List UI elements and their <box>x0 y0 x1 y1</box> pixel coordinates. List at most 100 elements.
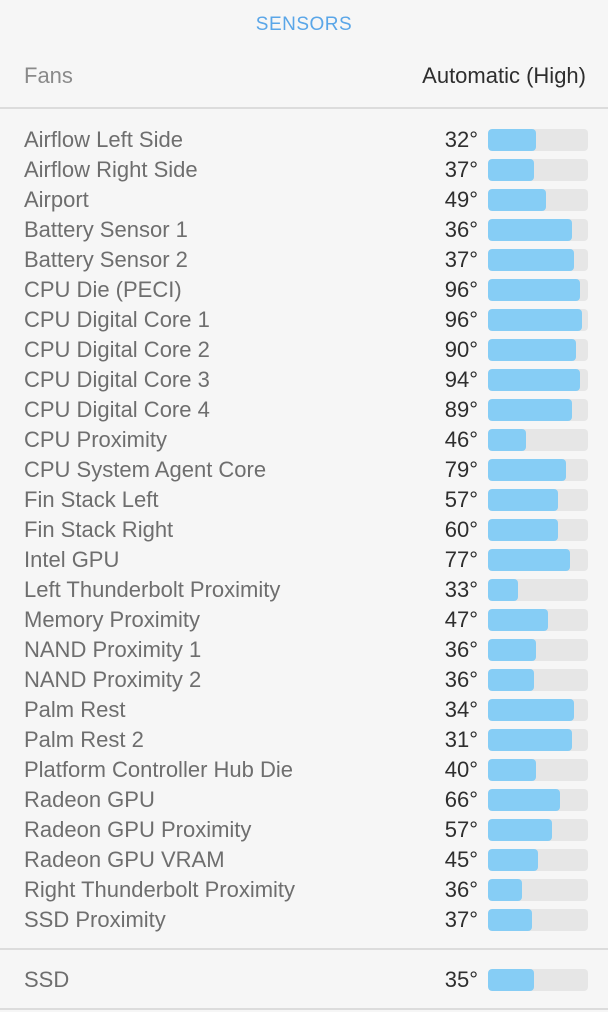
temperature-bar <box>488 369 588 391</box>
sensor-name: Radeon GPU VRAM <box>24 847 225 872</box>
temperature-bar <box>488 879 588 901</box>
temperature-bar-fill <box>488 279 580 301</box>
temperature-bar-fill <box>488 549 570 571</box>
temperature-bar <box>488 429 588 451</box>
temperature-bar <box>488 819 588 841</box>
sensor-temperature: 47° <box>444 607 478 632</box>
sensor-row: Intel GPU 77° <box>0 545 608 575</box>
temperature-bar <box>488 519 588 541</box>
temperature-bar-fill <box>488 519 558 541</box>
temperature-bar-fill <box>488 459 566 481</box>
sensor-name: Platform Controller Hub Die <box>24 757 293 782</box>
sensor-name: Palm Rest <box>24 697 126 722</box>
sensor-temperature: 96° <box>444 277 478 302</box>
sensor-row: Battery Sensor 2 37° <box>0 245 608 275</box>
temperature-bar-fill <box>488 729 572 751</box>
sensor-row: Palm Rest 34° <box>0 695 608 725</box>
sensor-name: Battery Sensor 2 <box>24 247 188 272</box>
sensor-name: CPU Die (PECI) <box>24 277 182 302</box>
divider <box>0 948 608 950</box>
temperature-bar-fill <box>488 249 574 271</box>
temperature-bar-fill <box>488 129 536 151</box>
sensor-name: Battery Sensor 1 <box>24 217 188 242</box>
sensor-name: Radeon GPU Proximity <box>24 817 252 842</box>
sensor-temperature: 35° <box>444 967 478 992</box>
temperature-bar-fill <box>488 759 536 781</box>
sensor-temperature: 90° <box>444 337 478 362</box>
temperature-bar <box>488 909 588 931</box>
temperature-bar <box>488 159 588 181</box>
sensor-row: Palm Rest 2 31° <box>0 725 608 755</box>
temperature-bar <box>488 549 588 571</box>
temperature-bar-fill <box>488 579 518 601</box>
temperature-bar <box>488 639 588 661</box>
temperature-bar <box>488 789 588 811</box>
sensor-row: Airport 49° <box>0 185 608 215</box>
sensor-temperature: 36° <box>444 877 478 902</box>
sensor-temperature: 31° <box>444 727 478 752</box>
temperature-bar <box>488 129 588 151</box>
temperature-bar-fill <box>488 819 552 841</box>
sensor-name: Radeon GPU <box>24 787 155 812</box>
sensor-row: Battery Sensor 1 36° <box>0 215 608 245</box>
temperature-bar <box>488 849 588 871</box>
sensor-row: NAND Proximity 2 36° <box>0 665 608 695</box>
temperature-bar-fill <box>488 699 574 721</box>
sensor-name: Fin Stack Left <box>24 487 159 512</box>
sensor-row: Radeon GPU Proximity 57° <box>0 815 608 845</box>
sensor-temperature: 34° <box>444 697 478 722</box>
sensor-name: SSD <box>24 967 70 992</box>
sensor-row: Radeon GPU VRAM 45° <box>0 845 608 875</box>
temperature-bar-fill <box>488 879 522 901</box>
sensor-temperature: 37° <box>444 247 478 272</box>
sensor-row: Memory Proximity 47° <box>0 605 608 635</box>
temperature-bar <box>488 969 588 991</box>
temperature-bar-fill <box>488 399 572 421</box>
fans-label: Fans <box>24 63 73 88</box>
sensor-row: CPU Proximity 46° <box>0 425 608 455</box>
sensor-row: SSD Proximity 37° <box>0 905 608 935</box>
fans-row[interactable]: Fans Automatic (High) <box>24 60 586 92</box>
sensor-row: Fin Stack Right 60° <box>0 515 608 545</box>
sensor-temperature: 79° <box>444 457 478 482</box>
temperature-bar-fill <box>488 219 572 241</box>
temperature-bar-fill <box>488 489 558 511</box>
temperature-bar <box>488 249 588 271</box>
temperature-bar <box>488 579 588 601</box>
sensor-name: NAND Proximity 2 <box>24 667 202 692</box>
temperature-bar-fill <box>488 429 526 451</box>
temperature-bar <box>488 609 588 631</box>
temperature-bar <box>488 219 588 241</box>
sensor-name: Airflow Right Side <box>24 157 198 182</box>
sensor-row-ssd: SSD 35° <box>0 965 608 995</box>
sensor-name: CPU System Agent Core <box>24 457 267 482</box>
sensor-temperature: 60° <box>444 517 478 542</box>
temperature-bar-fill <box>488 309 582 331</box>
temperature-bar-fill <box>488 909 532 931</box>
sensor-list: Airflow Left Side 32° Airflow Right Side 37… <box>0 125 608 935</box>
sensor-name: Memory Proximity <box>24 607 201 632</box>
fans-mode-value[interactable]: Automatic (High) <box>422 63 586 88</box>
sensor-row: Fin Stack Left 57° <box>0 485 608 515</box>
sensor-row: Airflow Left Side 32° <box>0 125 608 155</box>
sensor-row: Radeon GPU 66° <box>0 785 608 815</box>
sensor-name: Left Thunderbolt Proximity <box>24 577 281 602</box>
sensor-name: CPU Digital Core 1 <box>24 307 210 332</box>
section-title: SENSORS <box>255 14 353 35</box>
temperature-bar <box>488 459 588 481</box>
sensor-temperature: 45° <box>444 847 478 872</box>
ssd-section: SSD 35° <box>0 965 608 995</box>
sensor-temperature: 46° <box>444 427 478 452</box>
temperature-bar <box>488 669 588 691</box>
sensor-name: CPU Digital Core 4 <box>24 397 210 422</box>
sensor-name: CPU Digital Core 2 <box>24 337 210 362</box>
temperature-bar <box>488 309 588 331</box>
sensor-name: Airflow Left Side <box>24 127 183 152</box>
sensor-row: NAND Proximity 1 36° <box>0 635 608 665</box>
sensor-temperature: 96° <box>444 307 478 332</box>
temperature-bar-fill <box>488 189 546 211</box>
sensor-temperature: 36° <box>444 217 478 242</box>
temperature-bar <box>488 759 588 781</box>
temperature-bar-fill <box>488 339 576 361</box>
sensor-name: Right Thunderbolt Proximity <box>24 877 296 902</box>
